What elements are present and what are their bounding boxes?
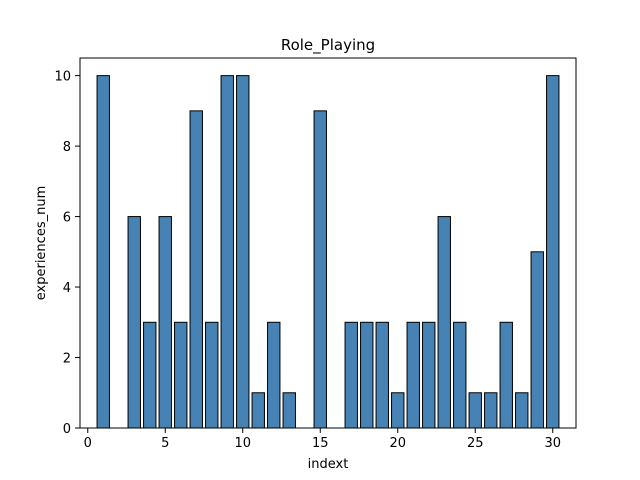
bar-7 xyxy=(189,110,203,429)
bar-8 xyxy=(205,321,219,429)
bar-13 xyxy=(282,392,296,429)
bar-3 xyxy=(127,216,141,429)
bar-12 xyxy=(267,321,281,429)
y-axis-ticks: 0 2 4 6 8 10 xyxy=(54,70,80,437)
bar-15 xyxy=(313,110,327,429)
x-tick-label: 30 xyxy=(544,436,561,451)
bar-18 xyxy=(360,321,374,429)
x-tick-label: 20 xyxy=(389,436,406,451)
bar-4 xyxy=(143,321,157,429)
x-axis-ticks: 0 5 10 15 20 25 30 xyxy=(84,428,561,451)
x-tick-label: 10 xyxy=(234,436,251,451)
bar-26 xyxy=(484,392,498,429)
y-tick-label: 0 xyxy=(63,422,71,437)
y-tick-label: 6 xyxy=(63,211,71,226)
plot-frame xyxy=(79,57,577,429)
bar-10 xyxy=(236,75,250,429)
bar-30 xyxy=(546,75,560,429)
bar-19 xyxy=(375,321,389,429)
bar-1 xyxy=(96,75,110,429)
bar-23 xyxy=(437,216,451,429)
y-axis-label: experiences_num xyxy=(34,186,49,300)
bar-6 xyxy=(174,321,188,429)
y-tick-label: 2 xyxy=(63,352,71,367)
bar-5 xyxy=(158,216,172,429)
x-tick-label: 15 xyxy=(312,436,329,451)
bar-28 xyxy=(515,392,529,429)
bar-27 xyxy=(499,321,513,429)
chart-title: Role_Playing xyxy=(281,36,375,55)
bar-29 xyxy=(530,251,544,429)
bar-21 xyxy=(406,321,420,429)
bars-group xyxy=(96,75,560,429)
x-tick-label: 25 xyxy=(467,436,484,451)
x-axis-label: indext xyxy=(308,457,349,472)
x-tick-label: 5 xyxy=(161,436,169,451)
bar-11 xyxy=(251,392,265,429)
bar-20 xyxy=(391,392,405,429)
y-tick-label: 4 xyxy=(63,281,71,296)
bar-22 xyxy=(422,321,436,429)
bar-24 xyxy=(453,321,467,429)
y-tick-label: 8 xyxy=(63,140,71,155)
x-tick-label: 0 xyxy=(84,436,92,451)
bar-9 xyxy=(220,75,234,429)
bar-25 xyxy=(468,392,482,429)
y-tick-label: 10 xyxy=(54,70,71,85)
bar-17 xyxy=(344,321,358,429)
